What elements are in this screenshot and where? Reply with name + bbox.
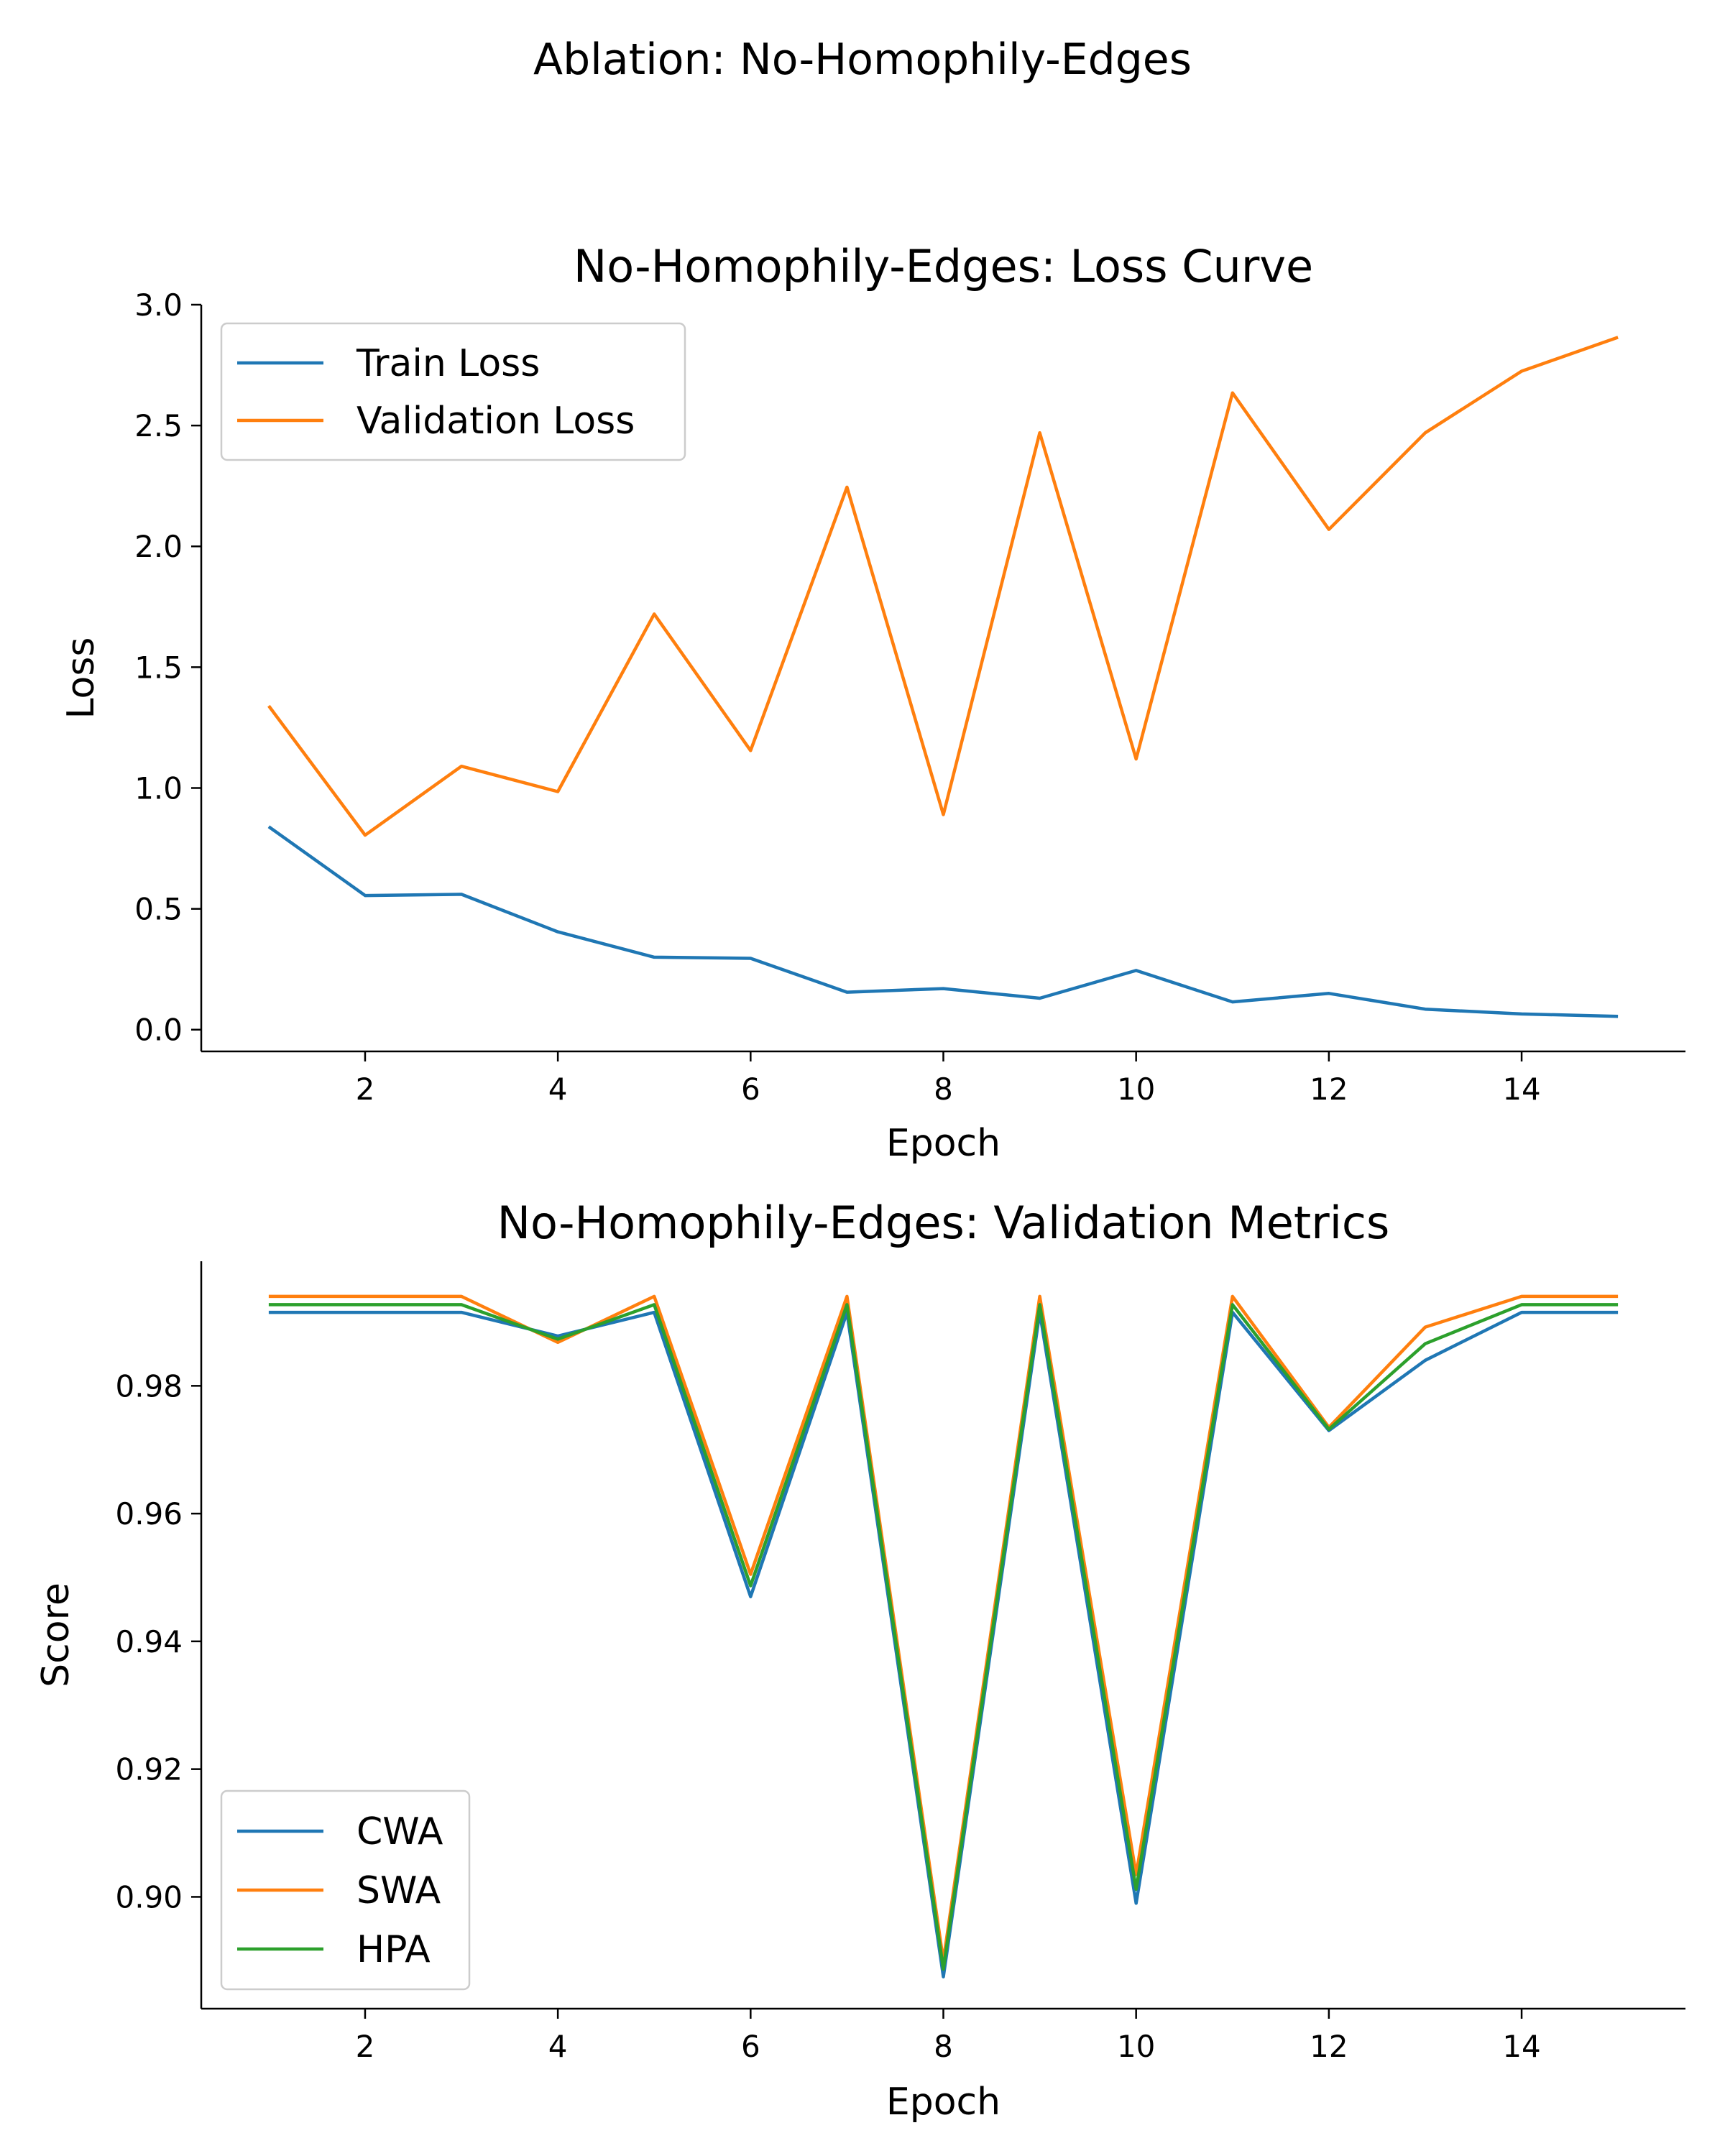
- validation-metrics-chart: No-Homophily-Edges: Validation Metrics 2 4…: [34, 1197, 1685, 2124]
- x-tick-label: 2: [356, 1072, 375, 1107]
- y-axis-label: Loss: [60, 637, 103, 719]
- y-tick-label: 0.96: [115, 1496, 183, 1531]
- y-tick-label: 0.92: [115, 1752, 183, 1787]
- y-tick-label: 0.94: [115, 1624, 183, 1659]
- x-axis-label: Epoch: [886, 1122, 1000, 1164]
- legend-label: HPA: [356, 1928, 431, 1971]
- x-tick-label: 6: [741, 2029, 760, 2064]
- x-tick-label: 10: [1117, 1072, 1155, 1107]
- legend-frame: [220, 322, 686, 461]
- series-line-cwa: [268, 1310, 1619, 1978]
- x-tick-label: 8: [934, 1072, 953, 1107]
- y-tick-label: 0.5: [134, 892, 183, 927]
- x-tick-label: 4: [548, 2029, 568, 2064]
- legend-frame: [220, 1789, 471, 1991]
- x-axis-label: Epoch: [886, 2081, 1000, 2124]
- series-line-hpa: [268, 1303, 1619, 1971]
- y-tick-label: 1.0: [134, 770, 183, 806]
- x-tick-label: 14: [1502, 1072, 1540, 1107]
- x-tick-label: 12: [1310, 1072, 1348, 1107]
- legend-label: Train Loss: [356, 342, 540, 385]
- legend-label: CWA: [356, 1810, 443, 1853]
- y-tick-label: 3.0: [134, 287, 183, 323]
- legend-label: Validation Loss: [356, 400, 635, 443]
- y-tick-label: 0.98: [115, 1368, 183, 1404]
- y-tick-label: 2.0: [134, 529, 183, 564]
- x-tick-label: 14: [1502, 2029, 1540, 2064]
- chart-title: No-Homophily-Edges: Loss Curve: [574, 240, 1313, 292]
- legend: CWA SWA HPA: [220, 1789, 471, 1991]
- y-tick-label: 0.0: [134, 1013, 183, 1048]
- y-tick-label: 1.5: [134, 650, 183, 685]
- y-tick-label: 0.90: [115, 1879, 183, 1915]
- y-tick-label: 2.5: [134, 408, 183, 443]
- figure-suptitle: Ablation: No-Homophily-Edges: [533, 34, 1192, 85]
- y-axis-label: Score: [34, 1583, 78, 1687]
- series-line-validation-loss: [267, 336, 1619, 837]
- series-line-train-loss: [267, 825, 1619, 1018]
- chart-title: No-Homophily-Edges: Validation Metrics: [497, 1197, 1390, 1249]
- x-tick-label: 10: [1117, 2029, 1155, 2064]
- x-tick-label: 6: [741, 1072, 760, 1107]
- x-tick-label: 2: [356, 2029, 375, 2064]
- loss-curve-chart: No-Homophily-Edges: Loss Curve 2 4 6 8 10 12 14…: [60, 240, 1685, 1164]
- x-tick-label: 8: [934, 2029, 953, 2064]
- x-tick-label: 4: [548, 1072, 568, 1107]
- x-tick-label: 12: [1310, 2029, 1348, 2064]
- series-line-swa: [268, 1294, 1619, 1963]
- legend: Train Loss Validation Loss: [220, 322, 686, 461]
- legend-label: SWA: [356, 1869, 441, 1912]
